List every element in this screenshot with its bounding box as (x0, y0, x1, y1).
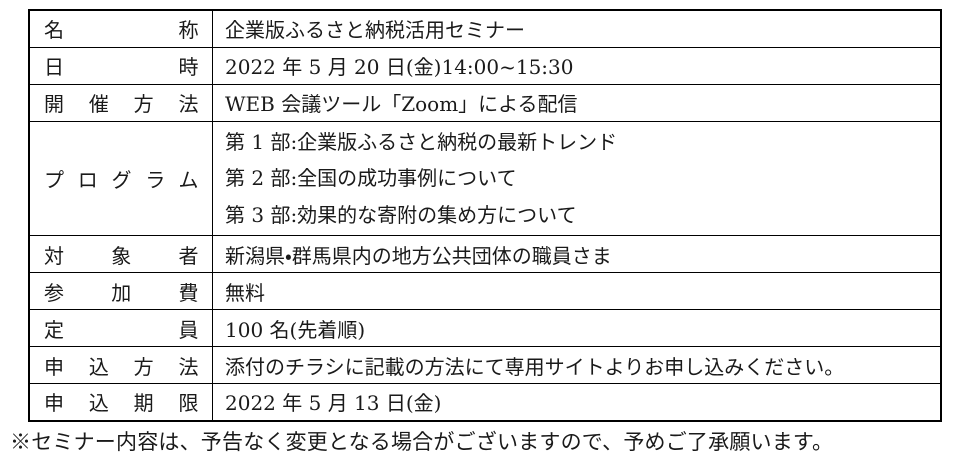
program-line-3: 第 3 部:効果的な寄附の集め方について (225, 202, 577, 227)
row-value-program: 第 1 部:企業版ふるさと納税の最新トレンド 第 2 部:全国の成功事例について… (212, 120, 942, 236)
row-value-apply-method: 添付のチラシに記載の方法にて専用サイトよりお申し込みください。 (212, 346, 942, 384)
row-value-capacity: 100 名(先着順) (212, 309, 942, 347)
seminar-info-table: 名称 企業版ふるさと納税活用セミナー 日時 2022 年 5 月 20 日(金)… (28, 9, 942, 422)
row-label-deadline: 申込期限 (28, 383, 213, 421)
table-row-audience: 対象者 新潟県・群馬県内の地方公共団体の職員さま (28, 235, 942, 273)
row-label-apply-method: 申込方法 (28, 346, 213, 384)
table-row-apply-method: 申込方法 添付のチラシに記載の方法にて専用サイトよりお申し込みください。 (28, 346, 942, 384)
row-label-datetime: 日時 (28, 46, 213, 85)
row-value-datetime: 2022 年 5 月 20 日(金)14:00~15:30 (212, 46, 942, 85)
table-row-name: 名称 企業版ふるさと納税活用セミナー (28, 9, 942, 48)
row-label-capacity: 定員 (28, 309, 213, 347)
row-value-method: WEB 会議ツール「Zoom」による配信 (212, 83, 942, 122)
program-line-1: 第 1 部:企業版ふるさと納税の最新トレンド (225, 129, 618, 154)
table-row-capacity: 定員 100 名(先着順) (28, 309, 942, 347)
table-row-fee: 参加費 無料 (28, 272, 942, 310)
table-row-datetime: 日時 2022 年 5 月 20 日(金)14:00~15:30 (28, 46, 942, 85)
table-row-deadline: 申込期限 2022 年 5 月 13 日(金) (28, 383, 942, 421)
table-row-program: プログラム 第 1 部:企業版ふるさと納税の最新トレンド 第 2 部:全国の成功… (28, 120, 942, 236)
row-value-name: 企業版ふるさと納税活用セミナー (212, 9, 942, 48)
row-label-program: プログラム (28, 120, 213, 236)
table-row-method: 開催方法 WEB 会議ツール「Zoom」による配信 (28, 83, 942, 122)
row-label-method: 開催方法 (28, 83, 213, 122)
row-value-audience: 新潟県・群馬県内の地方公共団体の職員さま (212, 235, 942, 273)
seminar-info-table-body: 名称 企業版ふるさと納税活用セミナー 日時 2022 年 5 月 20 日(金)… (28, 9, 942, 421)
row-value-fee: 無料 (212, 272, 942, 310)
row-value-deadline: 2022 年 5 月 13 日(金) (212, 383, 942, 421)
row-label-fee: 参加費 (28, 272, 213, 310)
footnote: ※セミナー内容は、予告なく変更となる場合がございますので、予めご了承願います。 (10, 430, 834, 454)
program-line-2: 第 2 部:全国の成功事例について (225, 166, 517, 190)
row-label-audience: 対象者 (28, 235, 213, 273)
row-label-name: 名称 (28, 9, 213, 48)
